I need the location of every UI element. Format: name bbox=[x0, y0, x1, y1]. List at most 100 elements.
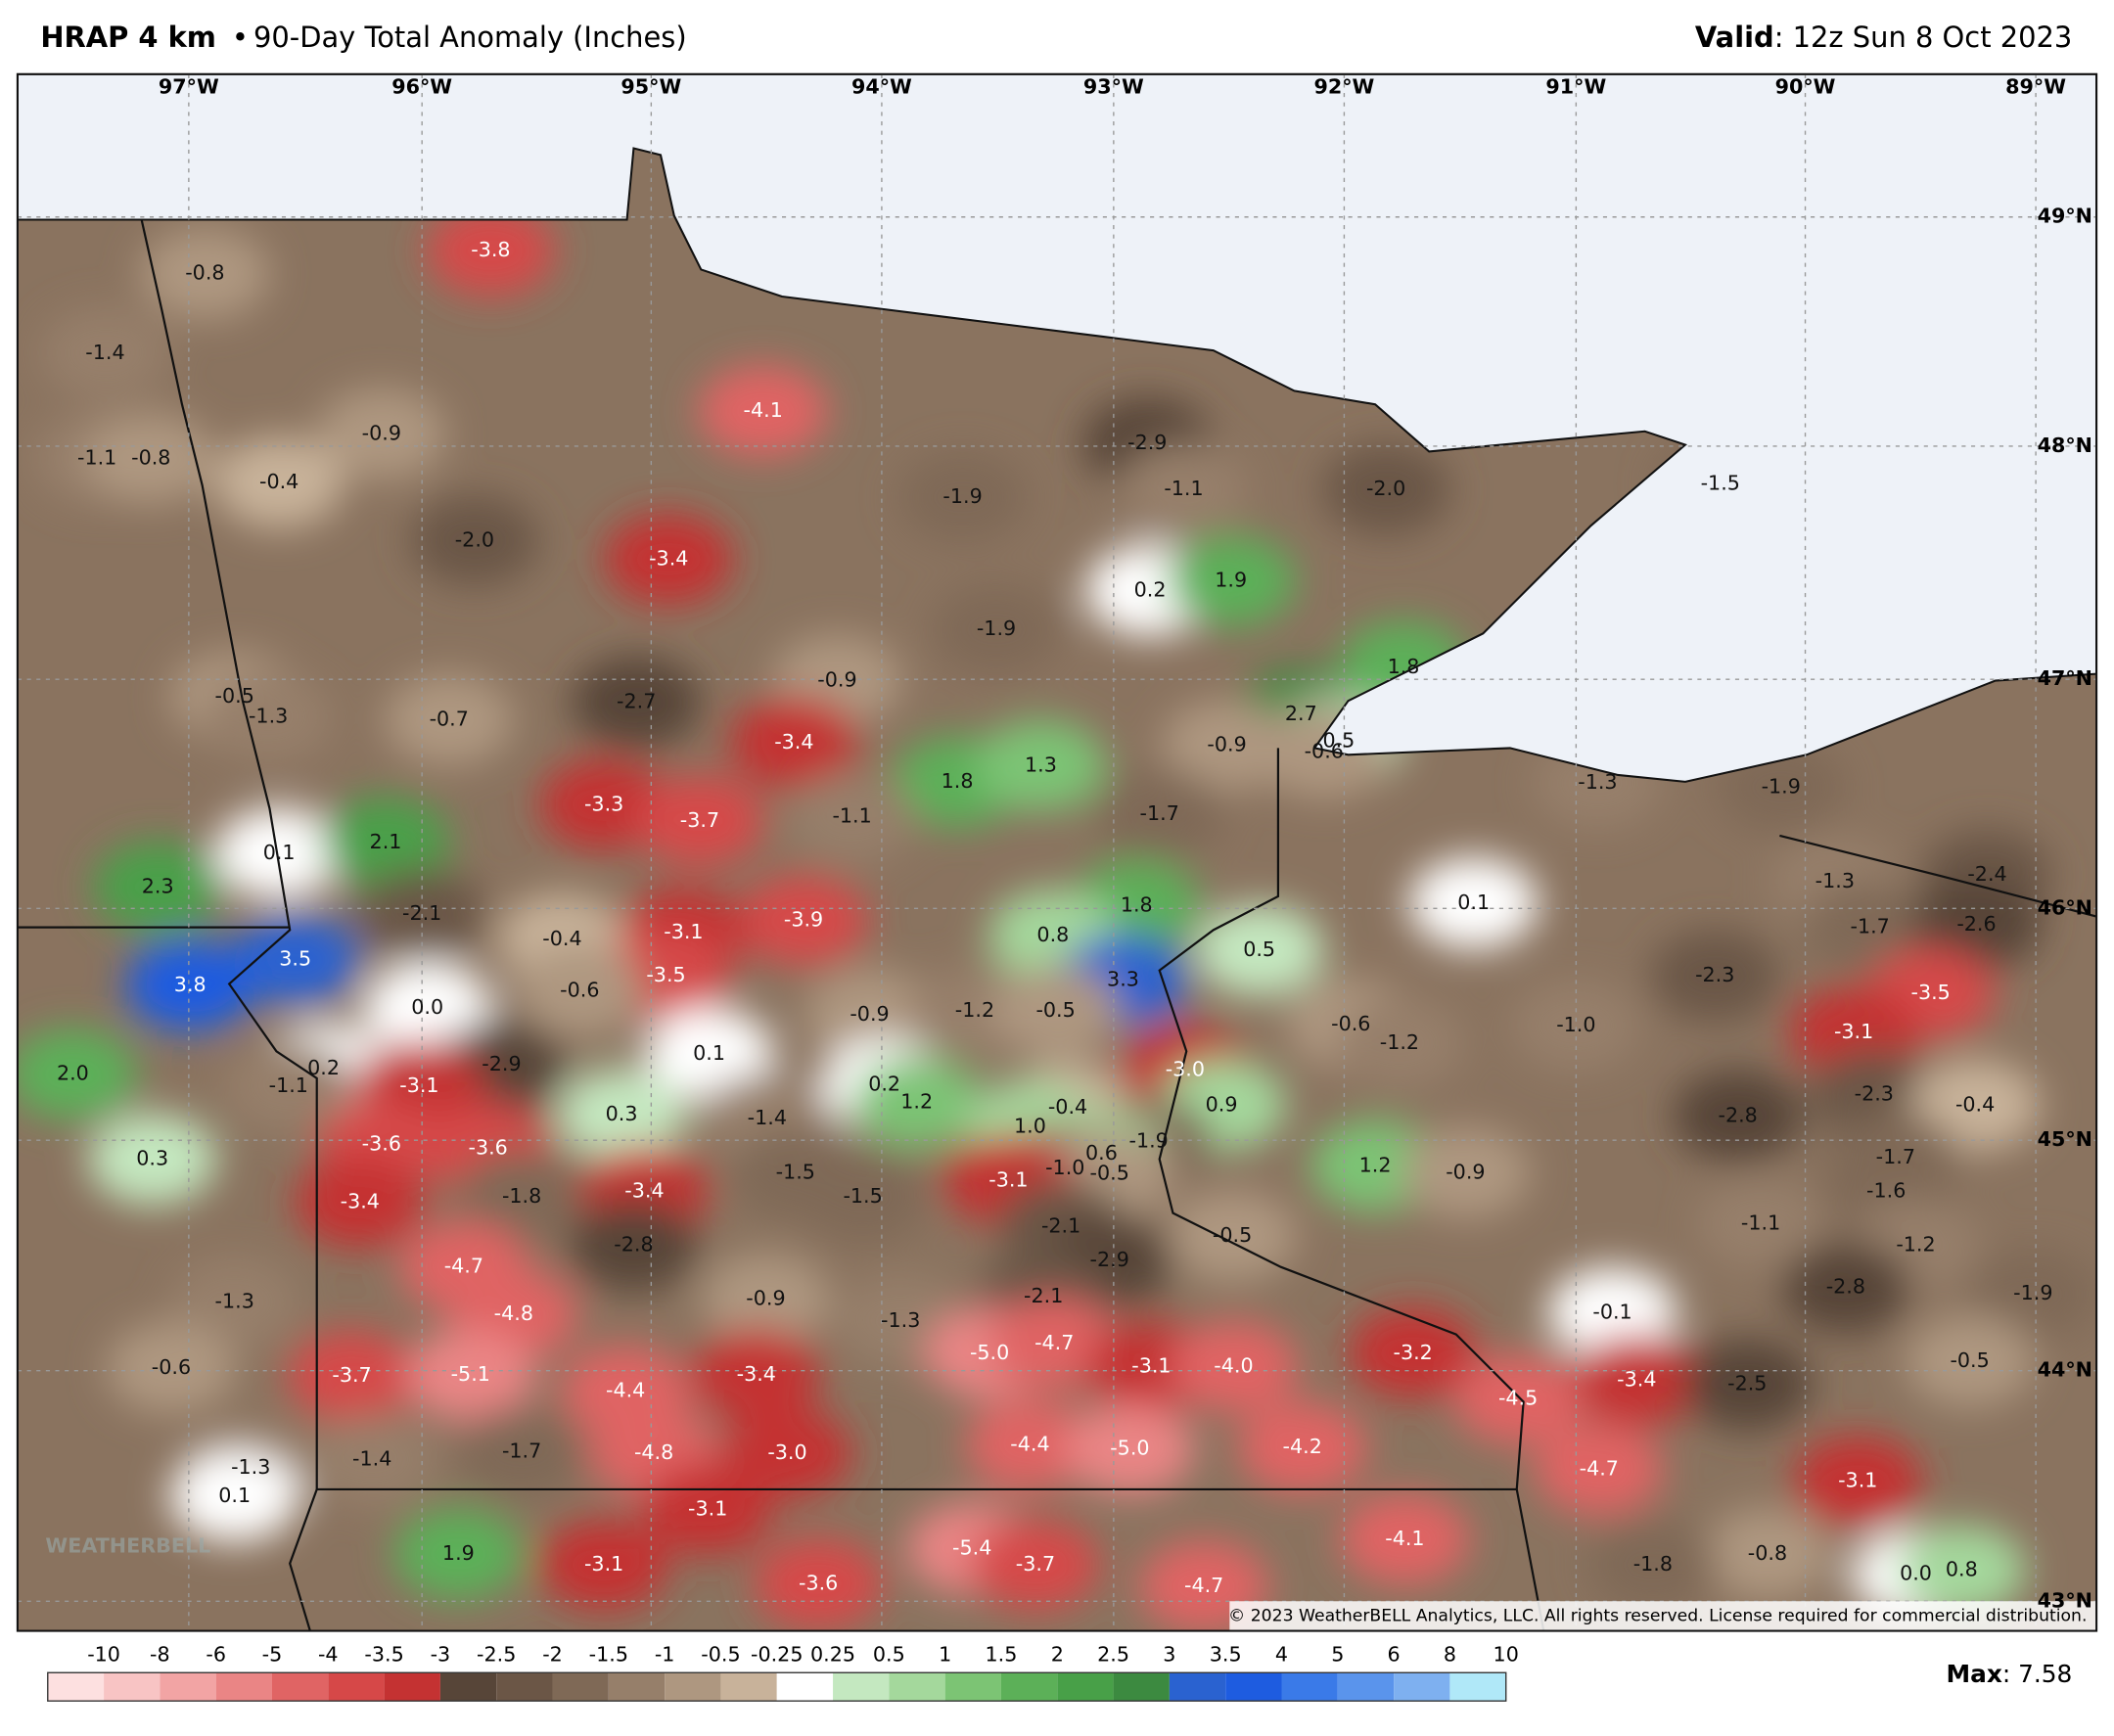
legend-swatch bbox=[944, 1672, 1001, 1702]
anomaly-label: 1.8 bbox=[942, 769, 974, 793]
anomaly-label: -0.9 bbox=[1446, 1160, 1485, 1183]
anomaly-label: -1.8 bbox=[1633, 1552, 1673, 1576]
anomaly-blob bbox=[539, 1519, 669, 1611]
anomaly-label: 1.8 bbox=[1121, 893, 1153, 917]
anomaly-label: -3.4 bbox=[774, 730, 813, 754]
map: -0.8 -1.4 -0.9 -1.1 -0.8 -0.4 -3.8 -4.1 -2.9 -1.1… bbox=[17, 73, 2097, 1631]
legend-tick-label: 0.5 bbox=[873, 1642, 905, 1666]
anomaly-blob bbox=[1166, 534, 1296, 627]
max-label: Max bbox=[1947, 1660, 2002, 1688]
border bbox=[140, 219, 1517, 1491]
anomaly-label: -4.8 bbox=[634, 1440, 673, 1464]
state-borders bbox=[17, 219, 2097, 1631]
anomaly-blob bbox=[990, 965, 1121, 1057]
anomaly-label: 0.8 bbox=[1946, 1558, 1978, 1581]
anomaly-blob bbox=[931, 583, 1062, 676]
anomaly-label: 1.8 bbox=[1388, 655, 1420, 678]
anomaly-label: -0.1 bbox=[1592, 1301, 1631, 1324]
anomaly-blob bbox=[729, 697, 859, 789]
anomaly-blob bbox=[169, 1450, 299, 1542]
anomaly-label: -3.6 bbox=[469, 1135, 508, 1159]
anomaly-label: -3.0 bbox=[1166, 1058, 1205, 1081]
anomaly-blob bbox=[1065, 1402, 1195, 1495]
anomaly-blob bbox=[1780, 1241, 1910, 1334]
anomaly-label: -2.0 bbox=[1366, 477, 1405, 500]
anomaly-blob bbox=[1702, 1508, 1833, 1600]
anomaly-label: -1.2 bbox=[955, 998, 994, 1022]
valid-text: : 12z Sun 8 Oct 2023 bbox=[1774, 21, 2073, 54]
anomaly-blob bbox=[1511, 980, 1641, 1072]
anomaly-label: -1.3 bbox=[249, 705, 288, 728]
anomaly-labels: -0.8 -1.4 -0.9 -1.1 -0.8 -0.4 -3.8 -4.1 -2.9 -1.1… bbox=[57, 238, 2053, 1597]
anomaly-blob bbox=[140, 227, 270, 320]
anomaly-label: -1.4 bbox=[352, 1447, 391, 1471]
anomaly-label: -3.7 bbox=[680, 808, 719, 832]
copyright: © 2023 WeatherBELL Analytics, LLC. All r… bbox=[1228, 1606, 2087, 1625]
anomaly-label: -1.4 bbox=[748, 1106, 787, 1129]
anomaly-label: -2.9 bbox=[1127, 431, 1167, 454]
anomaly-label: 2.3 bbox=[142, 874, 174, 897]
anomaly-label: -1.1 bbox=[77, 445, 116, 469]
anomaly-label: -1.3 bbox=[1815, 869, 1855, 892]
anomaly-blob bbox=[804, 969, 935, 1061]
anomaly-label: -1.7 bbox=[502, 1439, 541, 1462]
anomaly-blob bbox=[214, 807, 345, 899]
legend-tick-label: -5 bbox=[262, 1642, 283, 1666]
anomaly-blob bbox=[1119, 443, 1249, 535]
anomaly-label: -1.9 bbox=[942, 484, 982, 508]
anomaly-blob bbox=[316, 388, 446, 480]
anomaly-label: -1.3 bbox=[231, 1455, 270, 1479]
legend-tick-label: 4 bbox=[1275, 1642, 1288, 1666]
anomaly-label: -3.7 bbox=[1016, 1552, 1055, 1576]
anomaly-label: -2.8 bbox=[1719, 1103, 1758, 1126]
legend-swatch bbox=[552, 1672, 609, 1702]
anomaly-label: -3.0 bbox=[767, 1440, 806, 1464]
anomaly-blob bbox=[722, 1406, 852, 1499]
anomaly-label: -2.4 bbox=[1967, 862, 2006, 886]
anomaly-label: -2.7 bbox=[617, 690, 656, 713]
anomaly-blob bbox=[426, 205, 556, 297]
anomaly-label: 0.2 bbox=[868, 1073, 900, 1096]
legend-swatch bbox=[665, 1672, 721, 1702]
anomaly-label: -0.5 bbox=[1213, 1223, 1252, 1247]
longitude-label: 97°W bbox=[159, 75, 219, 99]
anomaly-label: -1.3 bbox=[1578, 770, 1617, 794]
anomaly-label: -3.1 bbox=[688, 1497, 727, 1521]
latitude-label: 46°N bbox=[2038, 895, 2092, 919]
anomaly-field bbox=[17, 205, 2097, 1631]
anomaly-blob bbox=[204, 670, 334, 763]
anomaly-blob bbox=[556, 1069, 687, 1161]
legend-swatch bbox=[608, 1672, 666, 1702]
legend-tick-label: 10 bbox=[1494, 1642, 1519, 1666]
anomaly-label: 0.3 bbox=[606, 1102, 638, 1125]
anomaly-label: 0.6 bbox=[1085, 1141, 1118, 1165]
legend-swatch bbox=[889, 1672, 945, 1702]
anomaly-label: -1.3 bbox=[215, 1290, 254, 1313]
anomaly-label: -1.1 bbox=[1741, 1211, 1780, 1235]
anomaly-label: -3.6 bbox=[362, 1131, 401, 1155]
anomaly-label: 0.1 bbox=[1457, 891, 1490, 914]
latitude-label: 48°N bbox=[2038, 434, 2092, 457]
anomaly-label: -1.9 bbox=[1129, 1129, 1169, 1153]
anomaly-label: -3.1 bbox=[399, 1074, 438, 1097]
anomaly-label: 1.2 bbox=[1359, 1153, 1392, 1176]
longitude-label: 93°W bbox=[1083, 75, 1144, 99]
anomaly-label: -3.1 bbox=[1834, 1020, 1873, 1043]
legend-swatch bbox=[160, 1672, 216, 1702]
anomaly-label: -1.7 bbox=[1851, 915, 1890, 938]
anomaly-blob bbox=[976, 719, 1106, 812]
legend-tick-label: 8 bbox=[1444, 1642, 1456, 1666]
anomaly-blob bbox=[214, 436, 345, 528]
anomaly-blob bbox=[634, 774, 765, 867]
legend-swatch bbox=[720, 1672, 777, 1702]
legend-swatch bbox=[104, 1672, 161, 1702]
anomaly-label: 0.2 bbox=[307, 1056, 340, 1079]
anomaly-blob bbox=[1162, 699, 1292, 792]
anomaly-label: -2.6 bbox=[1956, 912, 1996, 936]
longitude-label: 91°W bbox=[1545, 75, 1606, 99]
anomaly-blob bbox=[287, 1330, 417, 1423]
anomaly-label: 0.0 bbox=[411, 995, 443, 1019]
anomaly-label: -0.5 bbox=[1950, 1348, 1989, 1372]
anomaly-label: -3.4 bbox=[649, 547, 688, 571]
